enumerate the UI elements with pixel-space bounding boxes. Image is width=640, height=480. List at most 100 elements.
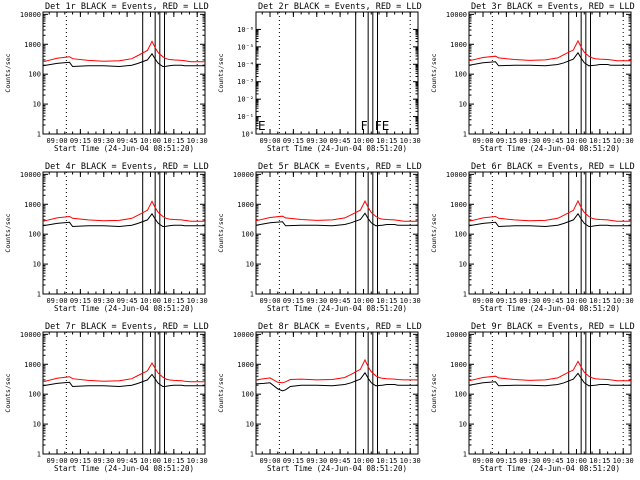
detector-panel: Det 3r BLACK = Events, RED = LLD 1 10 100 10… bbox=[430, 2, 635, 153]
x-tick-label: 10:30 bbox=[613, 297, 634, 305]
lld-series-line bbox=[255, 358, 418, 384]
x-tick-label: 10:00 bbox=[566, 137, 587, 145]
y-axis-label: Counts/sec bbox=[4, 373, 12, 412]
x-tick-label: 09:00 bbox=[46, 457, 67, 465]
x-tick-label: 10:15 bbox=[163, 137, 184, 145]
x-tick-label: 10:00 bbox=[353, 457, 374, 465]
events-series-line bbox=[255, 371, 418, 392]
x-tick-label: 09:45 bbox=[117, 137, 138, 145]
detector-panel: Det 2r BLACK = Events, RED = LLD 10⁰ 10⁻¹ 1… bbox=[217, 2, 422, 153]
x-tick-label: 09:30 bbox=[519, 457, 540, 465]
x-tick-label: 09:30 bbox=[306, 457, 327, 465]
events-series-line bbox=[42, 212, 205, 228]
y-tick-label: 10000 bbox=[20, 331, 41, 339]
x-axis-label: Start Time (24-Jun-04 08:51:20) bbox=[267, 464, 407, 473]
x-tick-label: 09:00 bbox=[472, 457, 493, 465]
x-tick-label: 10:30 bbox=[187, 137, 208, 145]
x-tick-label: 09:45 bbox=[117, 457, 138, 465]
x-tick-label: 09:00 bbox=[472, 137, 493, 145]
y-tick-label: 1 bbox=[463, 451, 467, 459]
y-tick-label: 10⁰ bbox=[241, 131, 254, 139]
y-tick-label: 10000 bbox=[446, 171, 467, 179]
x-tick-label: 09:45 bbox=[543, 457, 564, 465]
y-tick-label: 100 bbox=[454, 391, 467, 399]
plot-frame bbox=[468, 331, 632, 455]
plot-frame bbox=[468, 11, 632, 135]
x-tick-label: 10:00 bbox=[140, 137, 161, 145]
x-tick-label: 10:15 bbox=[589, 457, 610, 465]
detector-panel: Det 8r BLACK = Events, RED = LLD 1 10 100 10… bbox=[217, 322, 422, 473]
lld-series-line bbox=[42, 40, 205, 63]
x-tick-label: 10:00 bbox=[566, 457, 587, 465]
x-tick-label: 09:15 bbox=[70, 297, 91, 305]
x-tick-label: 09:00 bbox=[259, 297, 280, 305]
x-tick-label: 09:15 bbox=[496, 137, 517, 145]
plot-frame bbox=[42, 11, 206, 135]
x-tick-label: 09:15 bbox=[283, 297, 304, 305]
lld-series-line bbox=[468, 360, 631, 382]
panel-title: Det 8r BLACK = Events, RED = LLD bbox=[258, 322, 422, 332]
lld-series-line bbox=[42, 362, 205, 383]
x-tick-label: 10:30 bbox=[400, 297, 421, 305]
panel-title: Det 1r BLACK = Events, RED = LLD bbox=[45, 2, 209, 12]
x-axis-label: Start Time (24-Jun-04 08:51:20) bbox=[267, 304, 407, 313]
lld-series-line bbox=[468, 199, 631, 222]
y-tick-label: 10000 bbox=[446, 331, 467, 339]
y-tick-label: 10 bbox=[459, 261, 467, 269]
y-tick-label: 10⁻² bbox=[237, 96, 254, 104]
y-tick-label: 100 bbox=[241, 231, 254, 239]
detector-panel: Det 5r BLACK = Events, RED = LLD 1 10 100 10… bbox=[217, 162, 422, 313]
lld-series-line bbox=[255, 199, 418, 222]
y-tick-label: 1000 bbox=[450, 361, 467, 369]
y-tick-label: 10000 bbox=[233, 331, 254, 339]
flag-label: F bbox=[361, 119, 368, 133]
x-tick-label: 10:30 bbox=[187, 297, 208, 305]
x-tick-label: 09:30 bbox=[93, 137, 114, 145]
y-tick-label: 10 bbox=[459, 421, 467, 429]
x-tick-label: 10:30 bbox=[400, 137, 421, 145]
x-tick-label: 09:00 bbox=[46, 137, 67, 145]
plot-frame bbox=[255, 171, 419, 295]
plot-frame bbox=[255, 331, 419, 455]
y-tick-label: 1 bbox=[37, 131, 41, 139]
y-axis-label: Counts/sec bbox=[4, 53, 12, 92]
x-tick-label: 09:00 bbox=[259, 137, 280, 145]
y-tick-label: 100 bbox=[241, 391, 254, 399]
y-tick-label: 10⁻³ bbox=[237, 78, 254, 86]
panel-title: Det 7r BLACK = Events, RED = LLD bbox=[45, 322, 209, 332]
y-tick-label: 100 bbox=[28, 231, 41, 239]
x-axis-label: Start Time (24-Jun-04 08:51:20) bbox=[480, 464, 620, 473]
y-axis-label: Counts/sec bbox=[4, 213, 12, 252]
y-tick-label: 1 bbox=[463, 131, 467, 139]
x-tick-label: 09:00 bbox=[472, 297, 493, 305]
flag-label: FE bbox=[375, 119, 389, 133]
y-tick-label: 1000 bbox=[450, 201, 467, 209]
y-axis-label: Counts/sec bbox=[217, 213, 225, 252]
x-tick-label: 09:15 bbox=[70, 457, 91, 465]
x-tick-label: 09:45 bbox=[543, 297, 564, 305]
x-axis-label: Start Time (24-Jun-04 08:51:20) bbox=[54, 464, 194, 473]
x-tick-label: 10:00 bbox=[140, 457, 161, 465]
x-tick-label: 09:15 bbox=[496, 457, 517, 465]
x-axis-label: Start Time (24-Jun-04 08:51:20) bbox=[480, 304, 620, 313]
y-axis-label: Counts/sec bbox=[430, 53, 438, 92]
y-tick-label: 1 bbox=[250, 291, 254, 299]
y-tick-label: 10 bbox=[459, 101, 467, 109]
panel-title: Det 3r BLACK = Events, RED = LLD bbox=[471, 2, 635, 12]
y-axis-label: Counts/sec bbox=[217, 373, 225, 412]
x-tick-label: 10:15 bbox=[376, 297, 397, 305]
y-tick-label: 10 bbox=[33, 101, 41, 109]
lld-series-line bbox=[42, 200, 205, 222]
y-tick-label: 10000 bbox=[233, 171, 254, 179]
x-tick-label: 09:15 bbox=[496, 297, 517, 305]
y-tick-label: 1 bbox=[37, 291, 41, 299]
y-tick-label: 10000 bbox=[20, 11, 41, 19]
x-tick-label: 09:30 bbox=[93, 297, 114, 305]
panel-title: Det 9r BLACK = Events, RED = LLD bbox=[471, 322, 635, 332]
y-tick-label: 10⁻⁴ bbox=[237, 61, 254, 69]
y-tick-label: 1 bbox=[37, 451, 41, 459]
lld-series-line bbox=[468, 39, 631, 62]
events-series-line bbox=[42, 373, 205, 388]
x-tick-label: 10:30 bbox=[613, 137, 634, 145]
events-series-line bbox=[468, 372, 631, 387]
